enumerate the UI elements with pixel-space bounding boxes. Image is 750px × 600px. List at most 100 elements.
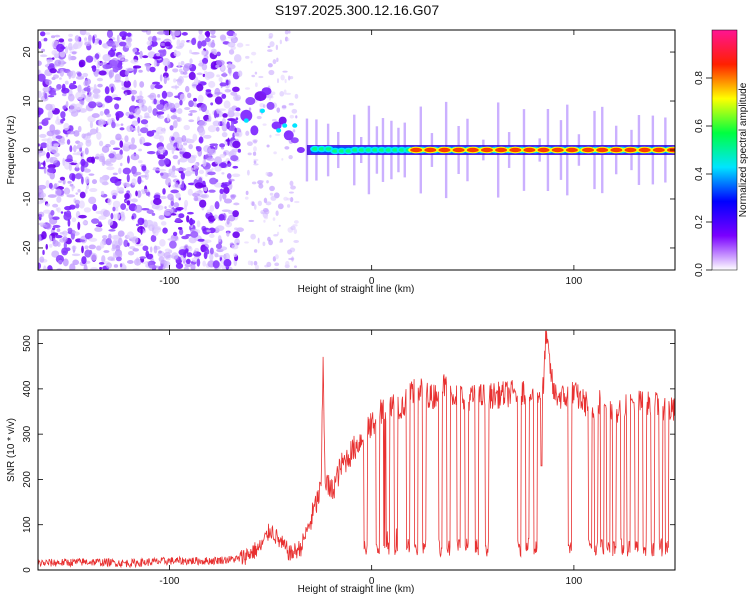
- noise-blob: [68, 38, 73, 42]
- noise-blob: [170, 189, 179, 194]
- noise-blob: [263, 219, 266, 223]
- noise-blob: [250, 233, 256, 240]
- noise-blob: [48, 63, 55, 68]
- signal-blob: [296, 147, 305, 153]
- noise-blob: [269, 192, 274, 196]
- noise-blob: [90, 156, 96, 164]
- noise-blob: [164, 41, 171, 47]
- noise-blob: [190, 230, 199, 238]
- noise-blob: [164, 260, 171, 269]
- noise-blob: [213, 214, 218, 220]
- noise-blob: [107, 198, 112, 206]
- noise-blob: [187, 211, 194, 215]
- noise-blob: [57, 241, 61, 247]
- noise-blob: [85, 32, 91, 36]
- noise-blob: [232, 231, 240, 239]
- noise-blob: [88, 196, 97, 205]
- noise-blob: [109, 60, 118, 69]
- noise-blob: [66, 139, 71, 145]
- noise-blob: [152, 168, 161, 171]
- signal-blob: [240, 109, 253, 122]
- noise-blob: [289, 114, 295, 119]
- noise-blob: [76, 144, 82, 149]
- noise-blob: [194, 182, 204, 189]
- noise-blob: [83, 207, 92, 213]
- noise-blob: [208, 80, 216, 88]
- noise-blob: [156, 103, 164, 111]
- noise-blob: [38, 200, 43, 205]
- noise-blob: [112, 42, 117, 50]
- noise-blob: [62, 230, 68, 237]
- noise-blob: [200, 193, 210, 199]
- noise-blob: [290, 185, 296, 190]
- noise-blob: [115, 244, 121, 252]
- noise-blob: [227, 41, 236, 48]
- noise-blob: [98, 215, 107, 220]
- noise-blob: [159, 239, 166, 247]
- noise-blob: [46, 151, 50, 159]
- noise-blob: [56, 228, 61, 233]
- noise-blob: [66, 194, 76, 198]
- noise-blob: [184, 107, 191, 111]
- noise-blob: [228, 78, 231, 86]
- noise-blob: [84, 167, 88, 171]
- noise-blob: [232, 86, 240, 92]
- noise-blob: [172, 155, 179, 160]
- spectrogram-y-label: Frequency (Hz): [6, 116, 17, 185]
- noise-blob: [121, 81, 124, 87]
- snr-x-label: Height of straight line (km): [298, 584, 415, 595]
- colorbar: 0.0 0.2 0.4 0.6 0.8 Normalized spectral ampl…: [694, 29, 749, 277]
- noise-blob: [138, 69, 143, 73]
- noise-blob: [161, 90, 168, 99]
- noise-blob: [286, 197, 291, 201]
- noise-blob: [125, 111, 131, 117]
- noise-blob: [49, 156, 58, 164]
- noise-blob: [284, 78, 287, 84]
- noise-blob: [272, 59, 277, 65]
- noise-blob: [57, 138, 62, 143]
- noise-blob: [67, 180, 72, 184]
- noise-blob: [112, 147, 121, 151]
- noise-blob: [96, 77, 104, 82]
- noise-blob: [232, 165, 239, 169]
- noise-blob: [272, 118, 277, 122]
- noise-blob: [96, 127, 99, 134]
- noise-blob: [125, 208, 129, 211]
- noise-blob: [98, 140, 104, 147]
- noise-blob: [245, 55, 250, 59]
- noise-blob: [84, 245, 89, 250]
- noise-blob: [273, 151, 277, 155]
- noise-blob: [151, 212, 156, 216]
- noise-blob: [254, 71, 258, 75]
- noise-blob: [251, 201, 255, 207]
- noise-blob: [218, 255, 226, 258]
- noise-blob: [82, 221, 88, 225]
- noise-blob: [222, 72, 227, 78]
- noise-blob: [131, 137, 135, 145]
- noise-blob: [170, 200, 175, 207]
- noise-blob: [44, 222, 52, 230]
- noise-blob: [126, 174, 130, 183]
- noise-blob: [87, 34, 92, 42]
- noise-blob: [198, 120, 207, 127]
- noise-blob: [101, 158, 106, 167]
- noise-blob: [112, 195, 117, 200]
- noise-blob: [274, 262, 280, 267]
- noise-blob: [176, 77, 183, 86]
- noise-blob: [215, 59, 225, 66]
- noise-blob: [41, 231, 47, 240]
- noise-blob: [80, 158, 86, 167]
- noise-blob: [125, 76, 129, 82]
- noise-blob: [38, 40, 42, 50]
- noise-blob: [50, 210, 55, 216]
- noise-blob: [131, 165, 137, 175]
- noise-blob: [209, 233, 215, 239]
- noise-blob: [123, 80, 132, 88]
- noise-blob: [272, 217, 276, 221]
- noise-blob: [39, 133, 47, 138]
- noise-blob: [99, 240, 105, 249]
- noise-blob: [75, 192, 79, 195]
- noise-blob: [61, 87, 70, 94]
- noise-blob: [247, 152, 252, 156]
- noise-blob: [257, 237, 260, 244]
